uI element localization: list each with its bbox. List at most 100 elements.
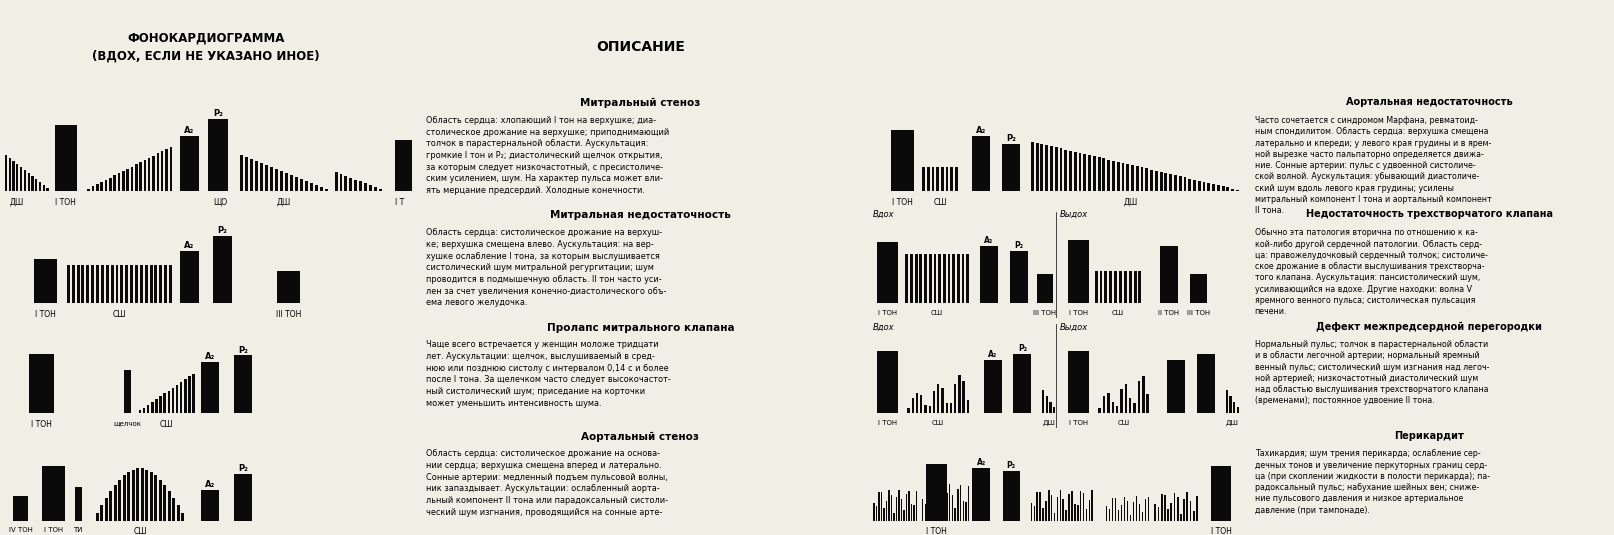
Text: Аортальная недостаточность: Аортальная недостаточность	[1344, 97, 1512, 107]
Bar	[923, 406, 926, 413]
Bar	[234, 355, 252, 413]
Bar	[123, 171, 124, 191]
Bar	[121, 265, 123, 303]
Bar	[1123, 496, 1125, 521]
Bar	[1110, 498, 1112, 521]
Bar	[136, 468, 139, 521]
Bar	[1178, 177, 1181, 191]
Bar	[291, 175, 294, 191]
Bar	[1157, 507, 1159, 521]
Bar	[1046, 396, 1047, 413]
Text: ДШ: ДШ	[1123, 197, 1138, 207]
Bar	[933, 254, 936, 303]
Bar	[957, 376, 960, 413]
Text: I ТОН: I ТОН	[31, 420, 52, 429]
Bar	[1144, 169, 1148, 191]
Bar	[1049, 402, 1051, 413]
Bar	[300, 179, 303, 191]
Bar	[8, 158, 11, 191]
Text: P₂: P₂	[237, 346, 249, 355]
Bar	[928, 406, 930, 413]
Bar	[1148, 497, 1149, 521]
Bar	[1235, 189, 1238, 191]
Bar	[925, 464, 946, 521]
Bar	[47, 188, 48, 191]
Bar	[136, 164, 137, 191]
Bar	[1110, 402, 1114, 413]
Bar	[245, 157, 249, 191]
Bar	[1068, 351, 1088, 413]
Bar	[42, 185, 45, 191]
Text: I ТОН: I ТОН	[1068, 310, 1088, 316]
Bar	[905, 254, 907, 303]
Bar	[1135, 166, 1138, 191]
Text: I ТОН: I ТОН	[44, 527, 63, 533]
Bar	[891, 130, 914, 191]
Bar	[928, 254, 931, 303]
Bar	[1220, 186, 1223, 191]
Bar	[949, 167, 952, 191]
Bar	[55, 125, 77, 191]
Text: СШ: СШ	[134, 527, 147, 535]
Text: A₂: A₂	[975, 126, 986, 135]
Bar	[1133, 271, 1136, 303]
Bar	[155, 399, 158, 413]
Bar	[179, 382, 182, 413]
Text: A₂: A₂	[184, 241, 194, 250]
Bar	[1102, 158, 1104, 191]
Bar	[915, 393, 917, 413]
Bar	[1190, 501, 1191, 521]
Bar	[1131, 502, 1133, 521]
Bar	[954, 384, 955, 413]
Bar	[1188, 179, 1191, 191]
Bar	[1093, 156, 1096, 191]
Text: щелчок: щелчок	[113, 420, 142, 426]
Bar	[142, 408, 145, 413]
Bar	[118, 173, 119, 191]
Bar	[105, 498, 108, 521]
Bar	[1170, 503, 1172, 521]
Bar	[131, 265, 132, 303]
Text: III ТОН: III ТОН	[1033, 310, 1056, 316]
Bar	[81, 265, 84, 303]
Bar	[5, 155, 6, 191]
Bar	[339, 174, 342, 191]
Bar	[936, 167, 939, 191]
Bar	[1180, 514, 1181, 521]
Bar	[276, 271, 300, 303]
Bar	[1107, 509, 1109, 521]
Text: I ТОН: I ТОН	[925, 527, 946, 535]
Bar	[27, 173, 29, 191]
Bar	[100, 505, 103, 521]
Bar	[972, 136, 989, 191]
Bar	[1154, 504, 1156, 521]
Bar	[358, 181, 362, 191]
Bar	[1164, 495, 1165, 521]
Bar	[136, 265, 137, 303]
Bar	[147, 404, 150, 413]
Text: ОПИСАНИЕ: ОПИСАНИЕ	[596, 40, 684, 54]
Bar	[967, 400, 968, 413]
Text: P₂: P₂	[218, 226, 228, 235]
Bar	[139, 410, 140, 413]
Bar	[107, 265, 108, 303]
Bar	[326, 189, 328, 191]
Bar	[946, 167, 947, 191]
Bar	[171, 388, 174, 413]
Text: I ТОН: I ТОН	[891, 197, 912, 207]
Bar	[1233, 402, 1235, 413]
Bar	[910, 254, 912, 303]
Text: III ТОН: III ТОН	[276, 310, 300, 319]
Bar	[918, 254, 922, 303]
Text: A₂: A₂	[205, 480, 215, 489]
Bar	[184, 379, 187, 413]
Bar	[1035, 143, 1038, 191]
Text: Чаще всего встречается у женщин моложе тридцати
лет. Аускультации: щелчок, выслу: Чаще всего встречается у женщин моложе т…	[424, 340, 670, 408]
Bar	[1123, 385, 1127, 413]
Text: Митральный стеноз: Митральный стеноз	[579, 98, 700, 108]
Text: P₂: P₂	[213, 109, 223, 118]
Bar	[1135, 496, 1136, 521]
Text: Вдох: Вдох	[872, 323, 894, 332]
Bar	[29, 354, 53, 413]
Text: Нормальный пульс; толчок в парастернальной области
и в области легочной артерии;: Нормальный пульс; толчок в парастернальн…	[1254, 340, 1488, 406]
